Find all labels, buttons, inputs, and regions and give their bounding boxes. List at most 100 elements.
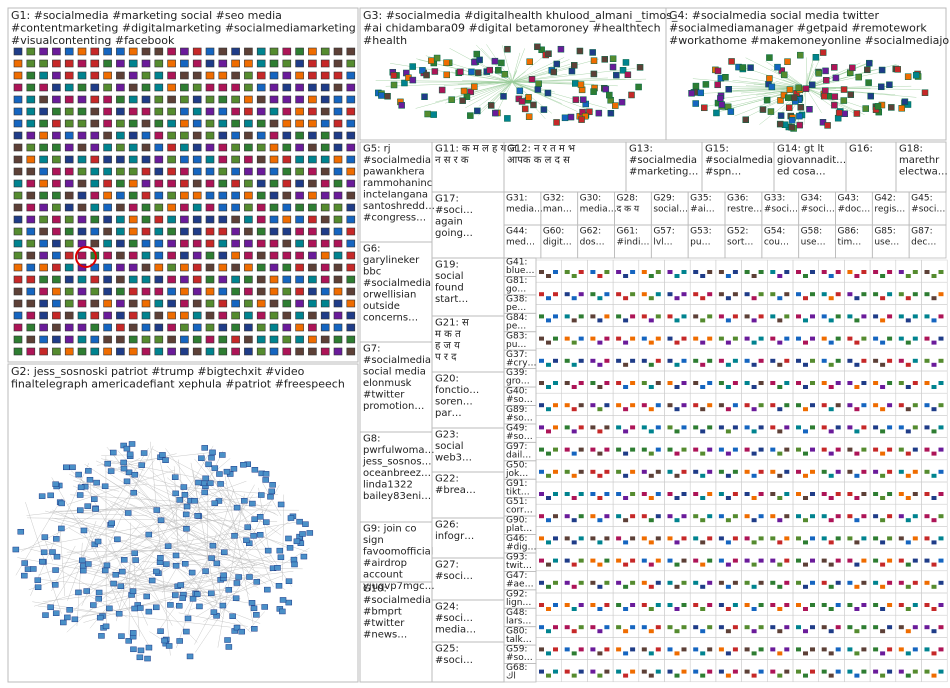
group-label: talk…: [506, 635, 532, 645]
node: [641, 647, 647, 652]
group-label: G86:: [838, 227, 859, 237]
node: [180, 131, 189, 140]
node: [924, 336, 930, 341]
node: [797, 51, 804, 59]
node: [38, 493, 46, 499]
node: [80, 527, 88, 534]
node: [674, 651, 680, 656]
node: [308, 155, 317, 164]
node: [103, 299, 112, 308]
node: [578, 536, 584, 541]
node: [655, 425, 661, 430]
node: [553, 358, 558, 363]
node: [776, 120, 784, 128]
node: [269, 143, 279, 152]
node: [725, 496, 731, 500]
node: [218, 107, 228, 116]
node: [758, 358, 764, 363]
node: [26, 131, 36, 140]
node: [433, 54, 441, 62]
edge: [206, 492, 209, 578]
node: [13, 95, 23, 104]
node: [568, 67, 576, 75]
node: [282, 203, 292, 212]
node: [286, 545, 294, 551]
node: [681, 647, 687, 652]
node: [52, 143, 61, 152]
node: [898, 381, 904, 385]
node: [333, 107, 343, 116]
node: [192, 323, 202, 332]
node: [77, 347, 87, 356]
node: [224, 637, 231, 643]
node: [103, 107, 112, 116]
edge: [511, 71, 526, 83]
node: [648, 584, 654, 589]
node: [616, 625, 622, 630]
node: [571, 274, 577, 278]
node: [751, 496, 757, 500]
node: [47, 492, 54, 499]
node: [564, 270, 570, 274]
group-label: G46:: [506, 534, 527, 544]
node: [924, 403, 930, 408]
node: [90, 299, 100, 308]
node: [161, 637, 168, 644]
node: [828, 296, 834, 301]
node: [346, 311, 356, 320]
node: [75, 471, 82, 478]
node: [141, 119, 151, 128]
node: [290, 556, 298, 563]
node: [141, 155, 151, 164]
node: [630, 558, 636, 563]
node: [116, 59, 125, 68]
node: [873, 625, 879, 630]
node: [751, 407, 757, 412]
node: [167, 275, 176, 284]
node: [905, 385, 911, 389]
node: [285, 578, 293, 584]
node: [120, 465, 128, 472]
node: [924, 580, 930, 585]
node: [732, 381, 738, 385]
node: [333, 203, 343, 212]
node: [847, 669, 853, 674]
node: [803, 385, 808, 389]
node: [143, 593, 150, 600]
node: [655, 403, 661, 408]
group-label: use…: [801, 238, 826, 248]
node: [674, 407, 680, 412]
group-label: G13:: [629, 143, 653, 154]
node: [648, 340, 654, 345]
node: [887, 292, 893, 297]
node: [835, 314, 841, 319]
node: [191, 498, 198, 504]
node: [180, 203, 189, 212]
node: [192, 59, 202, 68]
node: [616, 270, 622, 274]
node: [205, 263, 215, 272]
node: [154, 83, 164, 92]
edge: [15, 507, 246, 551]
node: [534, 43, 541, 51]
node: [103, 131, 112, 140]
node: [744, 469, 750, 474]
node: [821, 558, 827, 563]
node: [539, 447, 544, 452]
node: [90, 47, 100, 56]
node: [835, 109, 843, 117]
group-label: pawankhera: [363, 166, 425, 177]
node: [192, 263, 202, 272]
node: [128, 263, 138, 272]
edge: [76, 516, 198, 643]
node: [77, 59, 87, 68]
node: [504, 115, 511, 122]
node: [681, 625, 687, 630]
node: [744, 558, 750, 563]
node: [784, 669, 790, 674]
group-label: start…: [435, 294, 468, 305]
group-label: #socialmedia: [629, 155, 697, 166]
node: [116, 311, 125, 320]
node: [320, 251, 330, 260]
node: [821, 403, 827, 408]
